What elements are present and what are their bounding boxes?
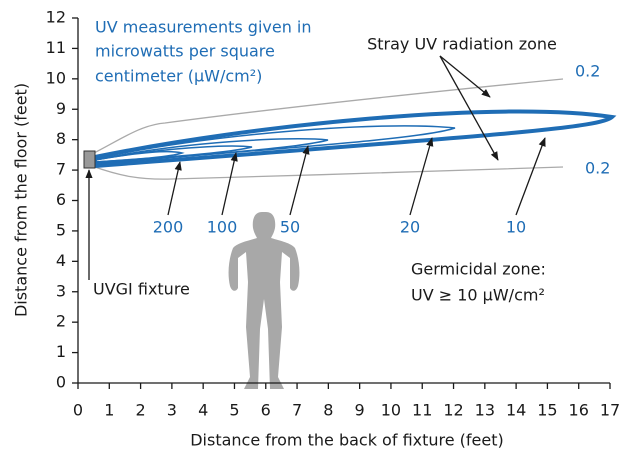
arrow <box>440 56 498 160</box>
fixture <box>84 151 95 168</box>
units-note: UV measurements given in <box>95 18 312 37</box>
level-label: 0.2 <box>575 62 600 81</box>
y-tick-label: 11 <box>46 38 66 57</box>
stray-label: Stray UV radiation zone <box>367 35 557 54</box>
person-silhouette <box>229 212 300 389</box>
y-tick-label: 12 <box>46 8 66 27</box>
germicidal-label: Germicidal zone: <box>411 260 546 279</box>
y-tick-label: 8 <box>56 129 66 148</box>
y-tick-label: 6 <box>56 190 66 209</box>
level-label: 0.2 <box>585 159 610 178</box>
x-tick-label: 3 <box>167 401 177 420</box>
x-axis-title: Distance from the back of fixture (feet) <box>190 431 504 450</box>
x-tick-label: 15 <box>537 401 557 420</box>
y-tick-label: 3 <box>56 281 66 300</box>
arrow <box>516 138 545 215</box>
y-tick-label: 4 <box>56 251 66 270</box>
y-tick-label: 2 <box>56 312 66 331</box>
x-tick-label: 12 <box>443 401 463 420</box>
contour <box>92 166 563 179</box>
arrow <box>168 162 180 215</box>
level-label: 100 <box>207 218 238 237</box>
x-tick-label: 6 <box>261 401 271 420</box>
x-tick-label: 4 <box>198 401 208 420</box>
y-tick-label: 5 <box>56 220 66 239</box>
x-tick-label: 5 <box>229 401 239 420</box>
arrow <box>222 153 236 215</box>
y-tick-label: 7 <box>56 160 66 179</box>
units-note: microwatts per square <box>95 42 275 61</box>
x-tick-label: 13 <box>475 401 495 420</box>
chart: 0.2 0.2 200 100 50 20 10 UV measurements… <box>0 0 636 459</box>
x-tick-label: 14 <box>506 401 526 420</box>
level-label: 10 <box>506 218 526 237</box>
arrow <box>290 146 308 215</box>
units-note: centimeter (μW/cm²) <box>95 67 262 86</box>
x-tick-label: 9 <box>355 401 365 420</box>
x-tick-label: 17 <box>600 401 620 420</box>
x-tick-label: 8 <box>323 401 333 420</box>
x-tick-label: 7 <box>292 401 302 420</box>
x-tick-label: 11 <box>412 401 432 420</box>
x-tick-label: 0 <box>73 401 83 420</box>
y-tick-label: 10 <box>46 68 66 87</box>
x-tick-label: 2 <box>135 401 145 420</box>
fixture-label: UVGI fixture <box>93 280 190 299</box>
level-label: 50 <box>280 218 300 237</box>
y-tick-label: 9 <box>56 99 66 118</box>
x-tick-label: 16 <box>569 401 589 420</box>
x-tick-label: 1 <box>104 401 114 420</box>
y-tick-label: 0 <box>56 373 66 392</box>
level-label: 200 <box>153 218 184 237</box>
x-tick-label: 10 <box>381 401 401 420</box>
arrow <box>410 138 432 215</box>
germicidal-label: UV ≥ 10 μW/cm² <box>411 286 545 305</box>
y-axis-title: Distance from the floor (feet) <box>12 83 31 317</box>
level-label: 20 <box>400 218 420 237</box>
y-tick-label: 1 <box>56 342 66 361</box>
